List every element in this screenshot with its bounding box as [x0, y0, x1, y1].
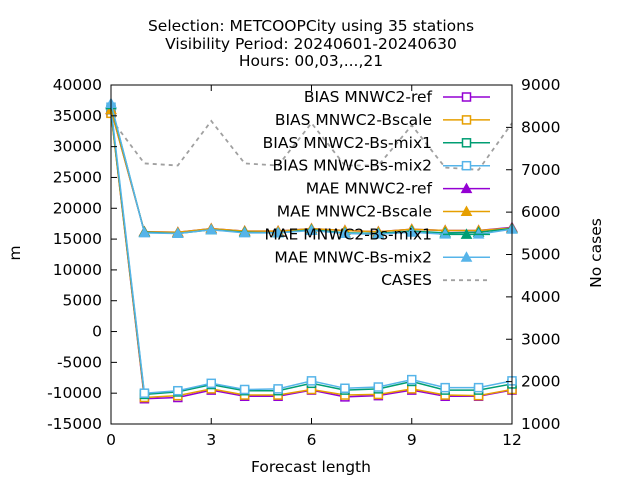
legend-entry: CASES: [381, 271, 490, 289]
data-point: [238, 226, 251, 238]
y-tick-label: 15000: [53, 230, 102, 248]
data-point: [461, 138, 472, 148]
y2-tick-label: 4000: [521, 288, 560, 306]
x-tick-label: 6: [307, 431, 317, 449]
y-tick-label: 0: [92, 323, 102, 341]
data-point: [206, 378, 216, 389]
data-point: [407, 374, 417, 385]
legend-label: MAE MNWC2-Bscale: [277, 203, 432, 221]
data-point: [461, 92, 472, 102]
data-point: [205, 223, 218, 235]
data-point: [460, 251, 473, 262]
data-point: [460, 228, 473, 239]
x-axis-label: Forecast length: [251, 458, 371, 476]
legend-label: MAE MNWC-Bs-mix2: [274, 248, 432, 266]
y-tick-label: 10000: [53, 261, 102, 279]
y2-axis-label: No cases: [587, 218, 605, 288]
y-tick-label: 5000: [63, 292, 102, 310]
legend-entry: MAE MNWC2-Bscale: [277, 203, 490, 221]
data-point: [138, 226, 151, 238]
legend-label: BIAS MNWC2-Bs-mix1: [263, 134, 432, 152]
y-axis-label: m: [6, 245, 24, 260]
data-point: [460, 182, 473, 194]
legend-entry: BIAS MNWC-Bs-mix2: [273, 157, 490, 175]
data-point: [373, 382, 384, 392]
y-tick-label: 35000: [53, 107, 102, 125]
y2-tick-label: 2000: [521, 373, 560, 391]
data-point: [473, 382, 484, 393]
series-line: [110, 118, 513, 171]
y2-tick-label: 5000: [521, 246, 560, 264]
y2-tick-label: 1000: [521, 415, 560, 433]
data-point: [272, 226, 284, 238]
data-point: [306, 376, 317, 386]
x-tick-label: 12: [502, 431, 522, 449]
y-tick-label: 30000: [53, 138, 102, 156]
data-point: [139, 388, 150, 398]
title-line-1: Selection: METCOOPCity using 35 stations: [148, 17, 474, 35]
data-point: [305, 224, 318, 235]
title-line-2: Visibility Period: 20240601-20240630: [165, 35, 457, 53]
title-line-3: Hours: 00,03,...,21: [239, 52, 383, 70]
legend-label: MAE MNWC2-ref: [306, 180, 433, 198]
data-point: [340, 383, 350, 394]
legend-entry: MAE MNWC2-Bs-mix1: [265, 225, 490, 243]
x-tick-label: 9: [407, 431, 417, 449]
y-tick-label: -10000: [47, 384, 102, 402]
data-point: [171, 227, 184, 239]
data-point: [173, 385, 183, 396]
legend-entry: MAE MNWC-Bs-mix2: [274, 248, 490, 266]
data-point: [339, 227, 351, 239]
y-tick-label: 25000: [53, 168, 102, 186]
y2-tick-label: 9000: [521, 76, 560, 94]
legend: BIAS MNWC2-ref BIAS MNWC2-Bscale BIAS MNWC…: [263, 88, 490, 289]
legend-label: BIAS MNWC-Bs-mix2: [273, 157, 432, 175]
legend-label: CASES: [381, 271, 432, 289]
series-8: [110, 118, 513, 171]
chart-title: Selection: METCOOPCity using 35 stations…: [148, 17, 474, 70]
y-tick-label: -15000: [47, 415, 102, 433]
data-point: [273, 384, 283, 394]
y-tick-label: 20000: [53, 199, 102, 217]
y2-tick-label: 7000: [521, 161, 560, 179]
legend-entry: BIAS MNWC2-ref: [304, 88, 490, 106]
legend-label: BIAS MNWC2-ref: [304, 88, 433, 106]
y-tick-label: 40000: [53, 76, 102, 94]
legend-entry: MAE MNWC2-ref: [306, 180, 490, 198]
y2-tick-label: 8000: [521, 118, 560, 136]
y-tick-label: -5000: [57, 353, 102, 371]
data-point: [440, 382, 450, 393]
series-3: [106, 102, 517, 398]
y2-tick-label: 6000: [521, 203, 560, 221]
axis-layer: -15000-10000-500005000100001500020000250…: [47, 76, 560, 449]
legend-entry: BIAS MNWC2-Bscale: [275, 111, 490, 129]
data-point: [461, 160, 472, 171]
legend-entry: BIAS MNWC2-Bs-mix1: [263, 134, 490, 152]
x-tick-label: 0: [106, 431, 116, 449]
x-tick-label: 3: [206, 431, 216, 449]
data-point: [239, 384, 250, 395]
data-point: [372, 228, 385, 239]
y2-tick-label: 3000: [521, 330, 560, 348]
legend-label: MAE MNWC2-Bs-mix1: [265, 225, 432, 243]
data-point: [460, 205, 473, 216]
data-point: [461, 115, 472, 125]
data-point: [405, 226, 418, 237]
legend-label: BIAS MNWC2-Bscale: [275, 111, 432, 129]
